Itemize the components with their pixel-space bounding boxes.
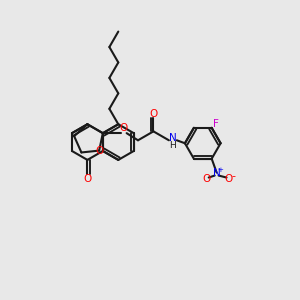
Text: O: O (83, 174, 92, 184)
Text: -: - (232, 172, 236, 182)
Text: O: O (149, 109, 158, 118)
Text: N: N (169, 133, 177, 143)
Text: H: H (169, 141, 176, 150)
Text: +: + (218, 167, 224, 172)
Text: F: F (213, 119, 219, 129)
Text: O: O (224, 173, 233, 184)
Text: O: O (119, 123, 128, 133)
Text: N: N (213, 168, 220, 178)
Text: O: O (96, 146, 104, 156)
Text: O: O (202, 173, 211, 184)
